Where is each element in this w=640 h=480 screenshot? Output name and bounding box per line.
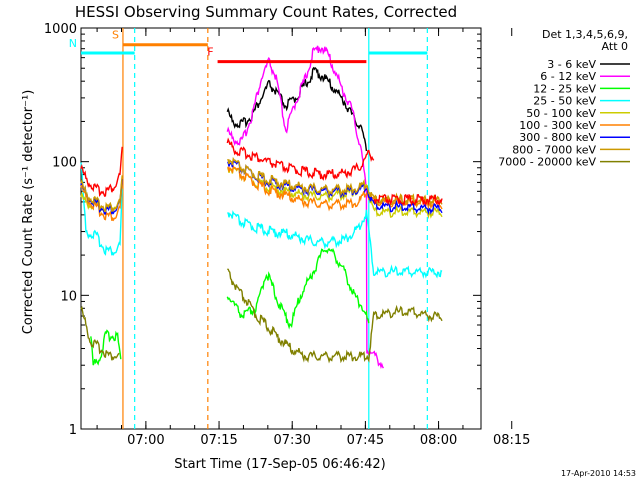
legend-entry-label: 6 - 12 keV [540,70,596,83]
series-line [80,268,443,364]
legend-header: Det 1,3,4,5,6,9, [542,28,628,41]
flag-label: S [112,29,119,42]
series-line [80,156,443,213]
legend-entry-label: 100 - 300 keV [519,119,596,132]
flag-label: N [69,37,77,50]
series-line [80,146,443,207]
plot-frame [80,27,482,430]
series-line [80,164,443,222]
series-line [226,137,375,181]
series-line [226,66,368,152]
series-line [80,158,443,216]
series-line [90,247,370,366]
y-tick-label: 1 [69,423,77,438]
footer-date: 17-Apr-2010 14:53 [561,469,636,478]
x-tick-label: 08:15 [493,433,530,448]
legend-entry-label: 800 - 7000 keV [512,143,596,156]
y-axis-label: Corrected Count Rate (s⁻¹ detector⁻¹) [21,90,36,335]
series-line [80,162,443,279]
chart-title: HESSI Observing Summary Count Rates, Cor… [75,3,457,21]
legend-entry-label: 25 - 50 keV [533,95,596,108]
flag-label: F [207,46,213,59]
x-axis-label: Start Time (17-Sep-05 06:46:42) [174,457,385,472]
series-line [226,45,385,370]
legend-entry-label: 300 - 800 keV [519,131,596,144]
legend-entry-label: 50 - 100 keV [526,107,596,120]
x-tick-label: 07:45 [347,433,384,448]
legend-entry-label: 7000 - 20000 keV [498,156,596,169]
x-tick-label: 08:00 [420,433,457,448]
y-tick-label: 1000 [44,22,77,37]
x-tick-label: 07:00 [127,433,164,448]
legend-entry-label: 3 - 6 keV [547,58,596,71]
plot-area: 1 10 100 1000 07:00 07:15 07:30 07:45 08:00 08:15… [44,22,531,448]
legend-entry-label: 12 - 25 keV [533,82,596,95]
y-tick-label: 10 [60,289,77,304]
x-tick-label: 07:15 [200,433,237,448]
y-tick-label: 100 [52,156,77,171]
legend-header: Att 0 [602,40,628,53]
x-tick-label: 07:30 [273,433,310,448]
